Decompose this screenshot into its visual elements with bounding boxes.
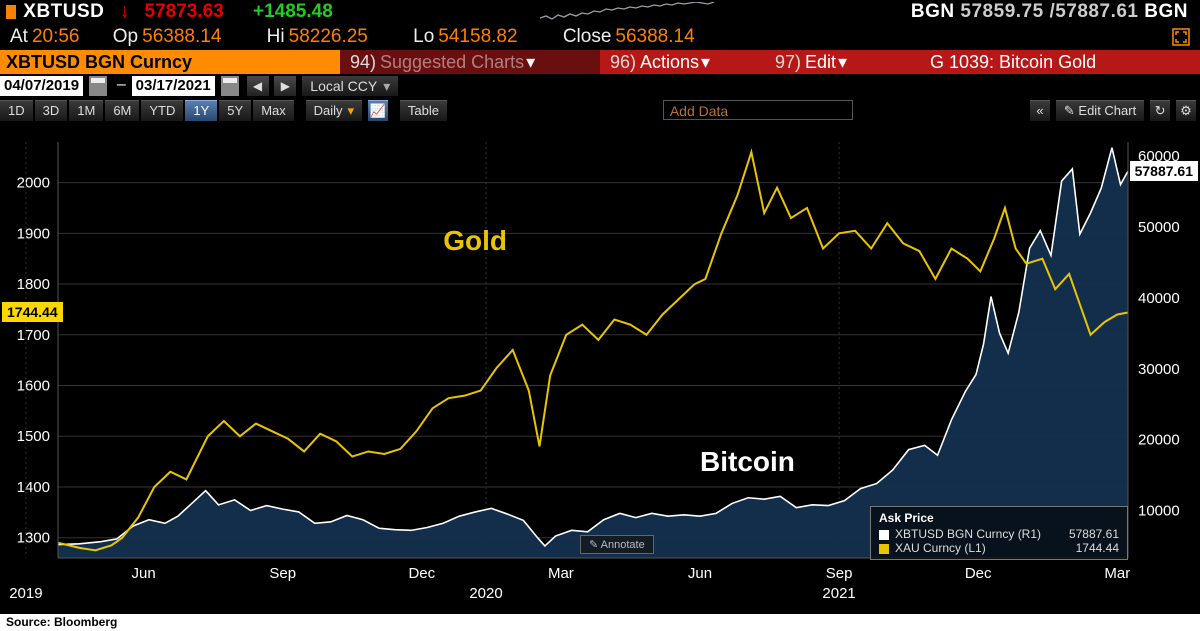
op-value: 56388.14: [142, 26, 221, 47]
svg-text:Jun: Jun: [688, 565, 712, 582]
svg-text:1500: 1500: [17, 428, 50, 445]
close-label: Close: [563, 26, 612, 47]
range-row: 1D3D1M6MYTD1Y5YMax Daily 📈 Table Add Dat…: [0, 100, 1200, 122]
svg-text:1900: 1900: [17, 225, 50, 242]
next-period-button[interactable]: ▶: [274, 76, 296, 96]
svg-text:Sep: Sep: [826, 565, 853, 582]
settings-icon[interactable]: [1176, 100, 1196, 121]
hi-value: 58226.25: [289, 26, 368, 47]
legend-title: Ask Price: [879, 511, 1119, 525]
ticker-change: +1485.48: [253, 1, 333, 22]
edit-button[interactable]: 97)Edit▾: [765, 50, 900, 74]
ticker-marker: [6, 5, 16, 19]
svg-text:Mar: Mar: [548, 565, 574, 582]
sparkline: [540, 2, 720, 22]
date-from-input[interactable]: 04/07/2019: [0, 76, 83, 96]
range-5y-button[interactable]: 5Y: [219, 100, 251, 121]
arrow-down-icon: ↓: [120, 1, 130, 22]
add-data-input[interactable]: Add Data: [663, 100, 853, 120]
chart-type-line-icon[interactable]: 📈: [368, 100, 388, 121]
frequency-dropdown[interactable]: Daily: [306, 100, 362, 121]
expand-icon[interactable]: [1172, 28, 1190, 46]
at-label: At: [10, 26, 28, 47]
security-name[interactable]: XBTUSD BGN Curncy: [0, 50, 340, 74]
chart-area[interactable]: 1300 1400 1500 1600 1700 1800 1900 2000 10000 200…: [0, 124, 1200, 614]
close-value: 56388.14: [615, 26, 694, 47]
function-bar: XBTUSD BGN Curncy 94)Suggested Charts▾ 9…: [0, 50, 1200, 74]
op-label: Op: [113, 26, 138, 47]
svg-text:40000: 40000: [1138, 290, 1180, 307]
edit-chart-button[interactable]: Edit Chart: [1056, 100, 1144, 121]
svg-text:20000: 20000: [1138, 432, 1180, 449]
table-button[interactable]: Table: [400, 100, 447, 121]
svg-text:1700: 1700: [17, 327, 50, 344]
ohlc-row: At20:56 Op56388.14 Hi58226.25 Lo54158.82…: [0, 26, 1200, 48]
source-footer: Source: Bloomberg: [0, 614, 1200, 631]
at-value: 20:56: [32, 26, 80, 47]
svg-text:10000: 10000: [1138, 503, 1180, 520]
svg-text:Sep: Sep: [269, 565, 296, 582]
date-to-input[interactable]: 03/17/2021: [132, 76, 215, 96]
calendar-icon[interactable]: [221, 76, 239, 96]
ticker-row: XBTUSD ↓ 57873.63 +1485.48 BGN 57859.75 …: [0, 0, 1200, 24]
calendar-icon[interactable]: [89, 76, 107, 96]
legend-row: XBTUSD BGN Curncy (R1)57887.61: [879, 527, 1119, 541]
lo-label: Lo: [413, 26, 434, 47]
legend-row: XAU Curncy (L1)1744.44: [879, 541, 1119, 555]
svg-text:2020: 2020: [469, 585, 502, 602]
svg-text:2000: 2000: [17, 175, 50, 192]
lo-value: 54158.82: [438, 26, 517, 47]
range-1y-button[interactable]: 1Y: [185, 100, 217, 121]
date-range-dash: –: [117, 76, 126, 94]
prev-period-button[interactable]: ◀: [247, 76, 269, 96]
svg-text:1300: 1300: [17, 530, 50, 547]
ticker-symbol[interactable]: XBTUSD: [23, 1, 104, 22]
svg-text:30000: 30000: [1138, 361, 1180, 378]
svg-text:Dec: Dec: [965, 565, 992, 582]
range-1m-button[interactable]: 1M: [69, 100, 103, 121]
svg-text:Dec: Dec: [408, 565, 435, 582]
gold-annotation: Gold: [443, 225, 507, 257]
svg-text:50000: 50000: [1138, 219, 1180, 236]
svg-text:Mar: Mar: [1104, 565, 1130, 582]
bitcoin-annotation: Bitcoin: [700, 446, 795, 478]
page-title: G 1039: Bitcoin Gold: [900, 50, 1200, 74]
svg-text:Jun: Jun: [132, 565, 156, 582]
range-6m-button[interactable]: 6M: [105, 100, 139, 121]
range-1d-button[interactable]: 1D: [0, 100, 33, 121]
svg-text:1800: 1800: [17, 276, 50, 293]
ticker-last: 57873.63: [144, 0, 223, 24]
left-axis-current-badge: 1744.44: [2, 302, 63, 322]
range-max-button[interactable]: Max: [253, 100, 294, 121]
currency-dropdown[interactable]: Local CCY: [302, 76, 398, 96]
range-3d-button[interactable]: 3D: [35, 100, 68, 121]
reset-icon[interactable]: ↻: [1150, 100, 1170, 121]
date-nav-row: 04/07/2019 – 03/17/2021 ◀ ▶ Local CCY: [0, 76, 1200, 98]
range-ytd-button[interactable]: YTD: [141, 100, 183, 121]
bgn-quote: BGN 57859.75 /57887.61 BGN: [911, 0, 1188, 24]
collapse-icon[interactable]: «: [1030, 100, 1050, 121]
svg-text:1400: 1400: [17, 479, 50, 496]
chart-legend: Ask Price XBTUSD BGN Curncy (R1)57887.61…: [870, 506, 1128, 560]
hi-label: Hi: [267, 26, 285, 47]
suggested-charts-button[interactable]: 94)Suggested Charts▾: [340, 50, 600, 74]
svg-text:2021: 2021: [822, 585, 855, 602]
right-axis-current-badge: 57887.61: [1130, 161, 1198, 181]
svg-text:2019: 2019: [9, 585, 42, 602]
annotate-button[interactable]: Annotate: [580, 535, 654, 554]
actions-button[interactable]: 96)Actions▾: [600, 50, 765, 74]
svg-text:1600: 1600: [17, 378, 50, 395]
